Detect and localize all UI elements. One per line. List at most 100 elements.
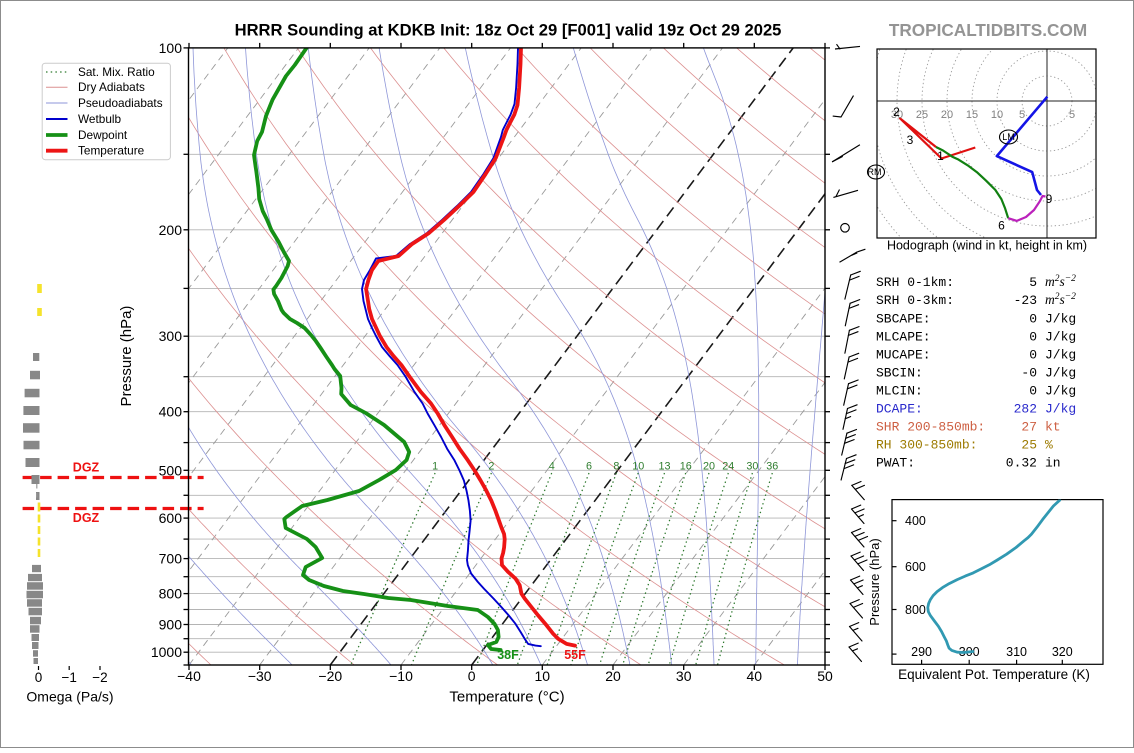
svg-text:PWAT:: PWAT:	[876, 456, 915, 471]
svg-text:0: 0	[35, 670, 43, 685]
svg-text:6: 6	[586, 461, 592, 473]
svg-text:200: 200	[159, 222, 183, 238]
svg-text:Omega (Pa/s): Omega (Pa/s)	[26, 689, 113, 705]
svg-text:6: 6	[998, 219, 1005, 233]
svg-text:290: 290	[911, 645, 932, 659]
svg-text:−2: −2	[92, 670, 107, 685]
svg-text:−30: −30	[248, 668, 272, 684]
svg-text:0: 0	[1029, 311, 1037, 326]
svg-text:310: 310	[1006, 645, 1027, 659]
svg-text:MLCAPE:: MLCAPE:	[876, 329, 931, 344]
svg-text:0.32: 0.32	[1006, 456, 1037, 471]
svg-text:1: 1	[937, 149, 944, 163]
svg-text:MUCAPE:: MUCAPE:	[876, 347, 931, 362]
svg-text:300: 300	[159, 328, 183, 344]
svg-text:5: 5	[1029, 275, 1037, 290]
svg-text:20: 20	[941, 109, 953, 121]
svg-text:100: 100	[159, 40, 183, 56]
svg-text:25: 25	[916, 109, 928, 121]
svg-text:15: 15	[966, 109, 978, 121]
svg-text:700: 700	[159, 551, 183, 567]
svg-text:600: 600	[159, 510, 183, 526]
svg-text:SBCAPE:: SBCAPE:	[876, 311, 931, 326]
svg-text:24: 24	[722, 461, 734, 473]
svg-text:1: 1	[432, 461, 438, 473]
svg-text:40: 40	[747, 668, 763, 684]
svg-text:RH 300-850mb:: RH 300-850mb:	[876, 438, 977, 453]
svg-text:RM: RM	[868, 167, 882, 177]
svg-text:in: in	[1045, 456, 1061, 471]
svg-text:10: 10	[991, 109, 1003, 121]
svg-text:Sat. Mix. Ratio: Sat. Mix. Ratio	[78, 65, 155, 79]
svg-text:38F: 38F	[497, 648, 519, 662]
svg-text:HRRR Sounding at KDKB Init: 18: HRRR Sounding at KDKB Init: 18z Oct 29 […	[235, 21, 782, 40]
svg-text:DCAPE:: DCAPE:	[876, 402, 923, 417]
svg-text:Pressure (hPa): Pressure (hPa)	[867, 538, 882, 625]
svg-text:Hodograph (wind in kt, height: Hodograph (wind in kt, height in km)	[887, 239, 1087, 253]
svg-text:SRH 0-3km:: SRH 0-3km:	[876, 293, 954, 308]
svg-text:2: 2	[893, 105, 900, 119]
svg-text:-23: -23	[1014, 293, 1037, 308]
svg-text:Pseudoadiabats: Pseudoadiabats	[78, 96, 163, 110]
svg-text:MLCIN:: MLCIN:	[876, 384, 923, 399]
svg-text:8: 8	[613, 461, 619, 473]
svg-text:J/kg: J/kg	[1045, 347, 1076, 362]
svg-text:Equivalent Pot. Temperature (K: Equivalent Pot. Temperature (K)	[898, 667, 1090, 682]
svg-text:1000: 1000	[151, 644, 182, 660]
svg-text:LM: LM	[1002, 132, 1015, 142]
svg-text:-0: -0	[1021, 365, 1037, 380]
svg-text:30: 30	[746, 461, 758, 473]
svg-text:400: 400	[159, 404, 183, 420]
svg-text:J/kg: J/kg	[1045, 311, 1076, 326]
svg-text:3: 3	[907, 133, 914, 147]
svg-text:Dewpoint: Dewpoint	[78, 128, 128, 142]
svg-text:SHR 200-850mb:: SHR 200-850mb:	[876, 420, 985, 435]
svg-text:DGZ: DGZ	[73, 461, 100, 475]
svg-text:−20: −20	[318, 668, 342, 684]
svg-text:−40: −40	[177, 668, 201, 684]
svg-text:Temperature (°C): Temperature (°C)	[449, 689, 564, 706]
svg-text:SBCIN:: SBCIN:	[876, 365, 923, 380]
svg-text:Pressure (hPa): Pressure (hPa)	[118, 306, 135, 407]
svg-text:SRH 0-1km:: SRH 0-1km:	[876, 275, 954, 290]
svg-text:0: 0	[1029, 384, 1037, 399]
svg-text:0: 0	[468, 668, 476, 684]
svg-text:Dry Adiabats: Dry Adiabats	[78, 80, 145, 94]
svg-text:36: 36	[766, 461, 778, 473]
svg-text:900: 900	[159, 617, 183, 633]
svg-text:600: 600	[905, 560, 926, 574]
svg-text:TROPICALTIDBITS.COM: TROPICALTIDBITS.COM	[889, 20, 1087, 40]
svg-text:2: 2	[488, 461, 494, 473]
svg-text:27: 27	[1021, 420, 1037, 435]
svg-text:0: 0	[1029, 347, 1037, 362]
svg-text:−10: −10	[389, 668, 413, 684]
svg-text:50: 50	[817, 668, 833, 684]
svg-text:4: 4	[549, 461, 555, 473]
svg-text:5: 5	[1019, 109, 1025, 121]
svg-text:13: 13	[658, 461, 670, 473]
svg-text:30: 30	[676, 668, 692, 684]
svg-text:282: 282	[1014, 402, 1037, 417]
svg-text:kt: kt	[1045, 420, 1061, 435]
svg-text:320: 320	[1052, 645, 1073, 659]
svg-text:J/kg: J/kg	[1045, 365, 1076, 380]
svg-text:0: 0	[1029, 329, 1037, 344]
svg-text:DGZ: DGZ	[73, 511, 100, 525]
svg-text:800: 800	[159, 586, 183, 602]
svg-text:10: 10	[632, 461, 644, 473]
svg-text:25: 25	[1021, 438, 1037, 453]
svg-text:10: 10	[535, 668, 551, 684]
svg-text:30: 30	[891, 109, 903, 121]
svg-text:500: 500	[159, 462, 183, 478]
svg-text:%: %	[1045, 438, 1053, 453]
svg-text:20: 20	[703, 461, 715, 473]
svg-text:−1: −1	[61, 670, 76, 685]
svg-text:J/kg: J/kg	[1045, 384, 1076, 399]
svg-text:Wetbulb: Wetbulb	[78, 112, 122, 126]
svg-text:55F: 55F	[564, 648, 586, 662]
svg-text:5: 5	[1069, 109, 1075, 121]
svg-text:9: 9	[1046, 192, 1053, 206]
svg-text:Temperature: Temperature	[78, 144, 145, 158]
svg-text:800: 800	[905, 603, 926, 617]
svg-text:J/kg: J/kg	[1045, 329, 1076, 344]
